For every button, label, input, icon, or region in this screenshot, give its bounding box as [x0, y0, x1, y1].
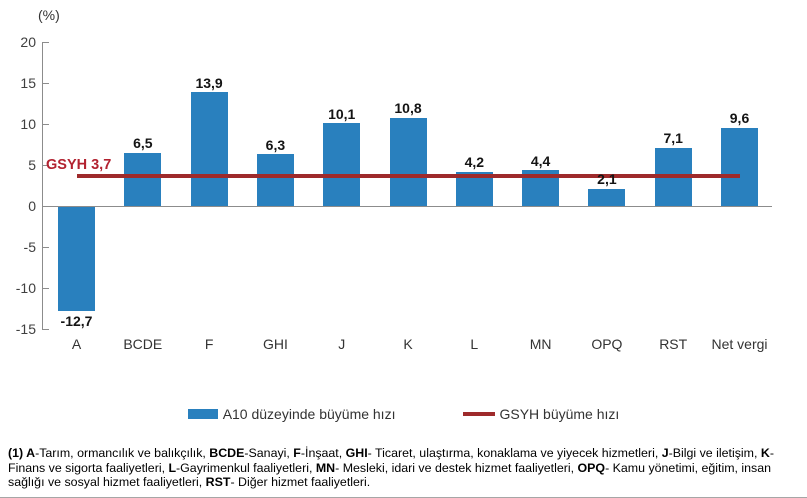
footnote-segment: -Sanayi, [244, 446, 294, 460]
bar-f [190, 92, 228, 206]
bar-bcde [124, 152, 162, 206]
bar-value-label: 6,3 [265, 136, 286, 153]
bar-value-label: 7,1 [663, 130, 683, 147]
y-axis [42, 43, 43, 329]
y-tick [42, 328, 49, 330]
x-category-label: Net vergi [711, 336, 768, 352]
chart-legend: A10 düzeyinde büyüme hızı GSYH büyüme hı… [0, 406, 807, 422]
plot-area: 20 15 10 5 0 -5 -10 -15 -12,7 A 6,5 BCDE 13,9 F 6,3 GHI… [15, 34, 772, 352]
x-category-label: BCDE [123, 336, 163, 352]
footnote-segment: (1) A [8, 446, 36, 460]
footnote-segment: - Diğer hizmet faaliyetleri. [230, 475, 371, 490]
footnote-segment: -Tarım, ormancılık ve balıkçılık, [35, 446, 210, 460]
footnote-segment: -İnşaat, [300, 446, 346, 460]
bar-value-label: 4,4 [530, 152, 551, 169]
footnote-segment: RST [205, 475, 231, 490]
bar-value-label: -12,7 [60, 312, 93, 329]
y-tick [42, 83, 49, 85]
x-category-label: MN [529, 336, 552, 352]
bar-value-label: 13,9 [195, 74, 223, 91]
footnote-segment: GHI [345, 446, 368, 460]
gsyh-reference-annotation: GSYH 3,7 [46, 157, 112, 173]
footnote-segment: - Ticaret, ulaştırma, konaklama ve yiyec… [367, 446, 662, 460]
bar-value-label: 6,5 [133, 135, 153, 152]
footnote-segment: -Finans ve sigorta faaliyetleri, [8, 446, 774, 475]
y-tick [42, 42, 49, 44]
y-tick-label: 10 [20, 116, 36, 133]
bar-k [389, 117, 427, 206]
footnote-segment: BCDE [209, 446, 245, 460]
line-series-swatch-icon [463, 412, 496, 416]
x-category-label: L [470, 336, 479, 352]
footnote-segment: - Mesleki, idari ve destek hizmet faaliy… [335, 460, 578, 475]
bar-ghi [256, 154, 294, 206]
y-tick [42, 165, 49, 167]
footnote-segment: MN [315, 460, 336, 475]
x-category-label: GHI [262, 336, 288, 352]
legend-item-bar-series: A10 düzeyinde büyüme hızı [187, 406, 396, 422]
footnote-segment: L [168, 460, 177, 475]
footnote-segment: -Gayrimenkul faaliyetleri, [176, 460, 316, 475]
legend-item-line-series: GSYH büyüme hızı [463, 406, 619, 422]
bar-value-label: 10,1 [328, 105, 356, 122]
x-category-label: RST [659, 336, 688, 352]
y-tick-label: 0 [28, 198, 36, 214]
footnote-segment: -Bilgi ve iletişim, [668, 446, 761, 460]
footnote: (1) A-Tarım, ormancılık ve balıkçılık, B… [8, 446, 800, 490]
x-category-label: J [338, 336, 346, 352]
y-tick-label: -5 [23, 238, 36, 255]
y-tick [42, 246, 49, 248]
footnote-segment: - Kamu yönetimi, eğitim, insan sağlığı v… [8, 460, 772, 490]
x-category-label: A [71, 336, 82, 352]
bar-series-swatch-icon [187, 409, 218, 419]
legend-line-label: GSYH büyüme hızı [499, 406, 620, 422]
bar-value-label: 9,6 [729, 110, 750, 126]
y-tick-label: -15 [15, 320, 36, 337]
bar-opq [588, 188, 626, 206]
y-tick [42, 124, 49, 126]
y-tick-label: 15 [20, 75, 36, 92]
gsyh-reference-line [76, 173, 740, 178]
y-axis-unit-label: (%) [38, 7, 60, 23]
y-tick-label: -10 [15, 279, 36, 296]
y-tick [42, 287, 49, 289]
x-category-label: K [403, 336, 413, 352]
bar-a [58, 207, 95, 311]
y-tick-label: 20 [20, 34, 36, 51]
bar-net-vergi [721, 127, 758, 206]
footnote-segment: K [760, 446, 770, 460]
legend-bar-label: A10 düzeyinde büyüme hızı [222, 406, 396, 422]
footnote-segment: J [661, 446, 669, 460]
footnote-segment: OPQ [577, 460, 606, 475]
x-axis-zero-line [42, 206, 772, 207]
x-category-label: OPQ [591, 336, 623, 352]
footnote-segment: F [293, 446, 301, 460]
y-tick-label: 5 [28, 157, 36, 174]
bar-value-label: 2,1 [597, 171, 617, 188]
x-category-label: F [204, 336, 214, 352]
bar-value-label: 10,8 [394, 100, 422, 117]
bar-value-label: 4,2 [464, 154, 485, 171]
bar-j [323, 123, 361, 206]
